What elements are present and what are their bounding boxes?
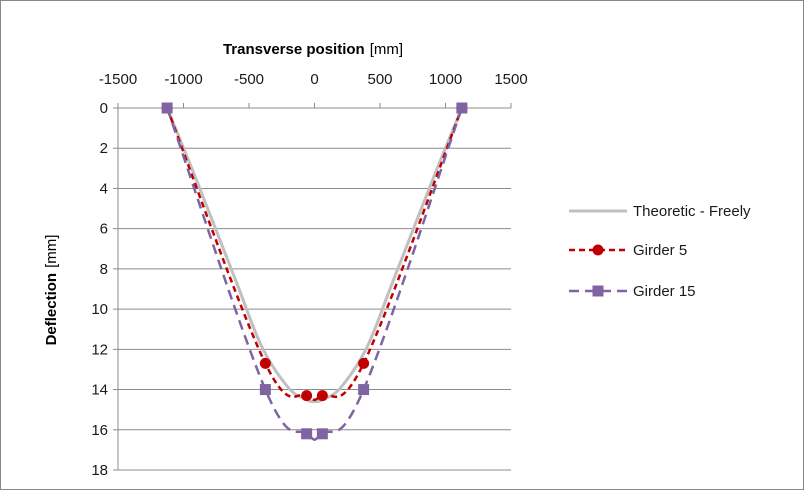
data-point-circle xyxy=(316,390,328,402)
x-tick-label: 0 xyxy=(310,71,318,88)
data-point-square xyxy=(259,384,271,396)
x-axis-title-main: Transverse position xyxy=(223,41,365,58)
data-point-square xyxy=(301,428,313,440)
y-tick-label: 0 xyxy=(100,100,108,117)
y-tick-label: 8 xyxy=(100,261,108,278)
data-point-square xyxy=(358,384,370,396)
y-axis-title: Deflection [mm] xyxy=(43,235,60,346)
y-tick-label: 2 xyxy=(100,140,108,157)
x-axis-title-unit: [mm] xyxy=(370,41,403,58)
data-point-square xyxy=(316,428,328,440)
x-tick-label: 1500 xyxy=(494,71,527,88)
x-tick-label: -1500 xyxy=(99,71,137,88)
x-tick-label: 1000 xyxy=(429,71,462,88)
legend-marker-square xyxy=(592,285,604,297)
data-point-circle xyxy=(358,357,370,369)
data-point-circle xyxy=(301,390,313,402)
series-group xyxy=(161,102,468,442)
y-tick-label: 16 xyxy=(91,422,108,439)
x-tick-label: -500 xyxy=(234,71,264,88)
y-tick-label: 14 xyxy=(91,382,108,399)
series-line-theoretic-freely xyxy=(165,107,464,404)
data-point-circle xyxy=(259,357,271,369)
y-tick-label: 12 xyxy=(91,341,108,358)
y-tick-label: 18 xyxy=(91,462,108,479)
legend-label: Girder 5 xyxy=(633,242,687,259)
series-line-girder-5 xyxy=(165,107,464,402)
axes: 0 2 4 6 8 10 12 14 16 18 -1500 -1000 -500 0 500 1000 150… xyxy=(91,71,527,479)
x-tick-label: 500 xyxy=(367,71,392,88)
data-point-square xyxy=(456,102,468,114)
legend-marker-circle xyxy=(592,244,604,256)
legend: Theoretic - Freely Girder 5 Girder 15 xyxy=(569,203,751,300)
y-tick-label: 4 xyxy=(100,180,108,197)
y-axis-title-unit: [mm] xyxy=(43,235,60,268)
series-line-girder-15 xyxy=(165,107,464,442)
y-tick-label: 10 xyxy=(91,301,108,318)
y-axis-title-main: Deflection xyxy=(43,273,60,346)
x-tick-label: -1000 xyxy=(164,71,202,88)
x-axis-title: Transverse position [mm] xyxy=(223,41,403,58)
data-point-square xyxy=(161,102,173,114)
legend-label: Girder 15 xyxy=(633,283,696,300)
legend-label: Theoretic - Freely xyxy=(633,203,751,220)
y-tick-label: 6 xyxy=(100,221,108,238)
